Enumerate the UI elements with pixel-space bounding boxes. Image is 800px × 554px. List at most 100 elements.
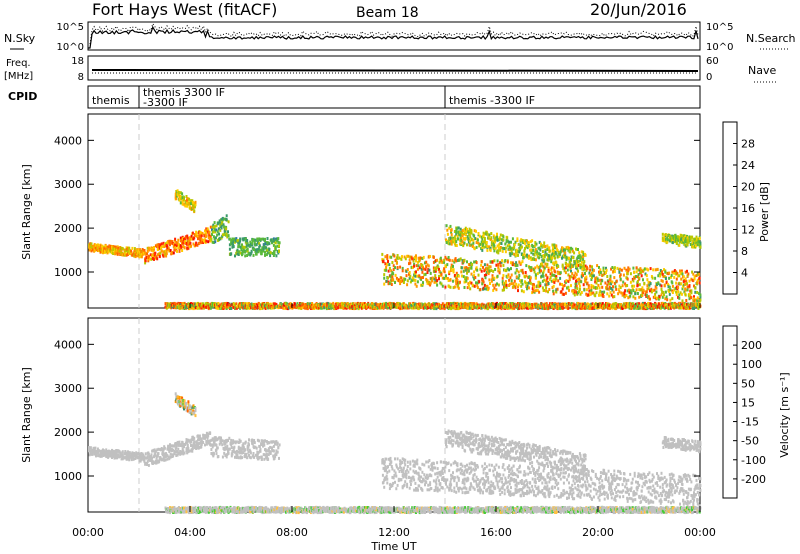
data-cell xyxy=(544,245,547,248)
data-cell xyxy=(193,244,196,248)
data-cell xyxy=(653,288,656,292)
data-cell xyxy=(440,272,443,276)
data-cell xyxy=(481,282,484,286)
data-cell xyxy=(492,288,495,292)
data-cell xyxy=(445,257,448,261)
data-cell xyxy=(547,282,550,286)
data-cell xyxy=(601,285,604,289)
data-cell xyxy=(421,263,424,267)
data-cell xyxy=(237,241,240,245)
data-cell xyxy=(417,264,420,268)
data-cell xyxy=(188,239,191,243)
data-cell xyxy=(663,268,665,272)
data-cell xyxy=(144,257,147,261)
data-cell xyxy=(212,241,215,244)
data-cell xyxy=(161,245,164,249)
data-cell xyxy=(546,258,549,262)
data-cell xyxy=(158,254,161,258)
data-cell xyxy=(98,244,101,248)
data-cell xyxy=(462,269,465,273)
data-cell xyxy=(130,251,133,255)
data-cell xyxy=(333,306,336,310)
data-cell xyxy=(234,306,237,310)
data-cell xyxy=(511,237,514,241)
data-cell xyxy=(184,204,187,208)
data-cell xyxy=(693,284,695,288)
data-cell xyxy=(527,281,530,285)
data-cell xyxy=(536,288,539,292)
data-cell xyxy=(525,274,528,278)
data-cell xyxy=(495,288,498,292)
data-cell xyxy=(693,274,696,278)
data-cell xyxy=(469,243,472,247)
data-cell xyxy=(664,233,667,237)
data-cell xyxy=(589,264,592,268)
data-cell xyxy=(278,244,280,248)
data-cell xyxy=(482,231,485,235)
data-cell xyxy=(534,266,537,270)
data-cell xyxy=(176,190,178,194)
data-cell xyxy=(671,234,674,238)
data-cell xyxy=(567,285,570,289)
data-cell xyxy=(463,232,466,236)
data-cell xyxy=(275,254,278,258)
data-cell xyxy=(562,267,565,271)
data-cell xyxy=(570,246,572,250)
data-cell xyxy=(392,268,395,271)
data-cell xyxy=(162,254,165,258)
data-cell xyxy=(487,269,490,273)
data-cell xyxy=(684,303,687,307)
data-cell xyxy=(543,288,546,292)
data-cell xyxy=(422,265,424,269)
data-cell xyxy=(517,250,519,253)
data-cell xyxy=(561,283,563,286)
data-cell xyxy=(177,192,180,196)
data-cell xyxy=(696,278,699,282)
data-cell xyxy=(545,286,548,290)
data-cell xyxy=(490,304,493,308)
data-cell xyxy=(270,238,273,242)
data-cell xyxy=(462,275,465,279)
data-cell xyxy=(684,270,687,274)
data-cell xyxy=(553,263,556,266)
data-cell xyxy=(387,260,389,263)
data-cell xyxy=(682,240,685,244)
data-cell xyxy=(448,270,451,274)
data-cell xyxy=(526,287,528,291)
data-cell xyxy=(577,278,579,282)
data-cell xyxy=(666,305,669,309)
data-cell xyxy=(443,307,446,311)
data-cell xyxy=(169,303,172,307)
data-cell xyxy=(156,257,159,261)
data-cell xyxy=(342,303,345,307)
data-cell xyxy=(176,305,179,309)
data-cell xyxy=(236,252,239,256)
data-cell xyxy=(458,233,461,237)
data-cell xyxy=(191,203,194,207)
data-cell xyxy=(95,246,97,250)
data-cell xyxy=(186,197,189,201)
data-cell xyxy=(450,266,453,270)
data-cell xyxy=(304,303,307,306)
data-cell xyxy=(573,251,576,255)
data-cell xyxy=(606,275,609,278)
data-cell xyxy=(516,239,519,242)
data-cell xyxy=(543,268,546,272)
data-cell xyxy=(544,250,547,254)
data-cell xyxy=(483,269,486,273)
data-cell xyxy=(599,289,602,293)
data-cell xyxy=(514,240,517,244)
data-cell xyxy=(527,286,530,290)
data-cell xyxy=(387,281,390,285)
data-cell xyxy=(153,257,155,261)
data-cell xyxy=(601,302,604,306)
data-cell xyxy=(573,274,576,278)
data-cell xyxy=(447,279,450,282)
data-cell xyxy=(170,241,173,245)
data-cell xyxy=(477,273,480,277)
data-cell xyxy=(422,281,424,285)
data-cell xyxy=(167,246,170,250)
data-cell xyxy=(475,281,477,285)
data-cell xyxy=(471,244,474,248)
